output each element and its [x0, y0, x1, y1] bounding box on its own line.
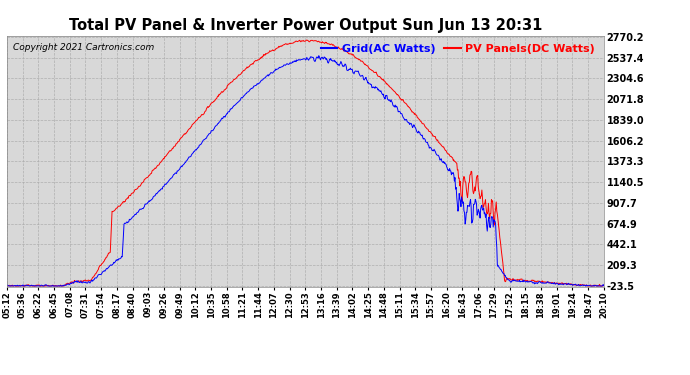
PV Panels(DC Watts): [600, 283, 608, 288]
Text: Copyright 2021 Cartronics.com: Copyright 2021 Cartronics.com: [13, 43, 154, 52]
PV Panels(DC Watts): [245, 64, 253, 69]
Line: PV Panels(DC Watts): PV Panels(DC Watts): [7, 40, 604, 286]
Grid(AC Watts): [3, 282, 11, 287]
Grid(AC Watts): [480, 211, 489, 216]
Grid(AC Watts): [414, 131, 422, 135]
Grid(AC Watts): [64, 282, 72, 286]
PV Panels(DC Watts): [3, 283, 11, 288]
PV Panels(DC Watts): [480, 201, 489, 206]
PV Panels(DC Watts): [3, 284, 12, 288]
Grid(AC Watts): [245, 89, 253, 94]
PV Panels(DC Watts): [469, 191, 477, 196]
PV Panels(DC Watts): [414, 116, 422, 120]
PV Panels(DC Watts): [303, 38, 311, 42]
PV Panels(DC Watts): [266, 49, 275, 54]
Grid(AC Watts): [600, 284, 608, 288]
Grid(AC Watts): [315, 54, 323, 58]
Grid(AC Watts): [266, 71, 275, 75]
Grid(AC Watts): [5, 284, 13, 288]
Title: Total PV Panel & Inverter Power Output Sun Jun 13 20:31: Total PV Panel & Inverter Power Output S…: [68, 18, 542, 33]
Grid(AC Watts): [469, 202, 477, 207]
Line: Grid(AC Watts): Grid(AC Watts): [7, 56, 604, 286]
PV Panels(DC Watts): [64, 281, 72, 286]
Legend: Grid(AC Watts), PV Panels(DC Watts): Grid(AC Watts), PV Panels(DC Watts): [321, 44, 595, 54]
